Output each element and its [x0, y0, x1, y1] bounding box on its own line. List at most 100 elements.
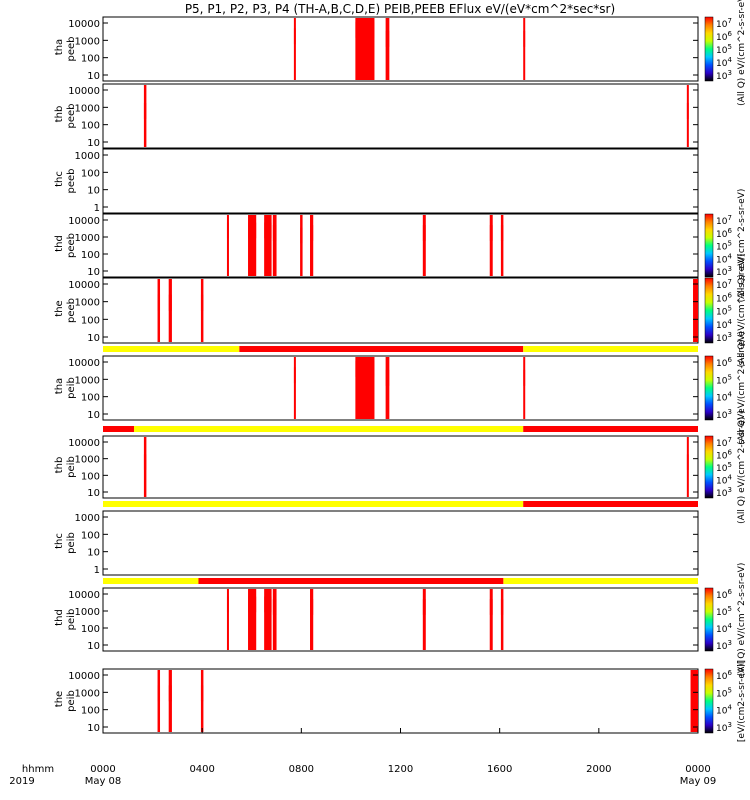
panel-product-label: peib: [66, 690, 77, 712]
spectrum-column: [293, 18, 296, 80]
colorbar-tick-label: 105: [716, 305, 732, 318]
colorbar-tick-label: 103: [716, 331, 732, 344]
quality-flag-segment: [523, 346, 698, 352]
colorbar-tick-label: 106: [716, 588, 732, 601]
quality-flag-segment: [103, 578, 199, 584]
x-tick-label: 0400: [189, 764, 214, 775]
panel-frame: [102, 277, 699, 344]
colorbar: [704, 16, 714, 82]
spectrum-column: [690, 670, 698, 732]
spectrum-hot-region: [690, 675, 698, 692]
colorbar-tick-label: 103: [716, 69, 732, 82]
y-tick-label: 10: [87, 723, 100, 734]
y-tick-label: 10000: [68, 358, 100, 369]
panel-frame: [102, 668, 699, 734]
spectrum-hot-region: [355, 21, 375, 38]
spectrum-column: [693, 279, 698, 342]
panel-thc-peeb: 1 10 100 1000 thc peeb: [54, 148, 699, 214]
colorbar-tick-label: 103: [716, 721, 732, 734]
colorbar-tick-label: 105: [716, 43, 732, 56]
panel-frame: [102, 16, 699, 82]
y-tick-label: 10000: [68, 590, 100, 601]
panel-probe-label: the: [54, 691, 65, 707]
spectrum-column: [310, 215, 314, 276]
spectrum-column: [226, 589, 229, 650]
quality-flag-segment: [239, 346, 524, 352]
panel-frame: [102, 213, 699, 278]
y-tick-label: 10: [87, 71, 100, 82]
quality-flag-segment: [198, 578, 504, 584]
y-tick-label: 10000: [68, 671, 100, 682]
x-tick-label: 0000: [90, 764, 115, 775]
spectrum-hot-region: [489, 599, 493, 615]
colorbar-tick-label: 106: [716, 669, 732, 682]
spectrum-column: [500, 589, 504, 650]
panel-frame: [102, 587, 699, 652]
colorbar-tick-label: 107: [716, 436, 732, 449]
x-tick-label: 1200: [388, 764, 413, 775]
spectrum-hot-region: [300, 227, 303, 244]
panel-probe-label: thb: [54, 106, 65, 123]
spectrum-column: [523, 357, 526, 419]
panel-probe-label: thd: [54, 609, 65, 626]
x-tick-label: 0800: [289, 764, 314, 775]
colorbar-label: (All Q) eV/(cm^2-s-sr-eV): [737, 254, 747, 368]
spectrum-column: [523, 18, 526, 80]
spectrum-column: [500, 215, 504, 276]
colorbar-tick-label: 103: [716, 486, 732, 499]
y-tick-label: 100: [81, 471, 100, 482]
colorbar-tick-label: 105: [716, 461, 732, 474]
spectrum-hot-region: [264, 596, 272, 613]
quality-flag-segment: [523, 501, 698, 507]
colorbar-tick-label: 106: [716, 227, 732, 240]
spectrum-column: [422, 589, 426, 650]
colorbar-tick-label: 104: [716, 56, 732, 69]
y-tick-label: 10000: [68, 438, 100, 449]
x-date-label: May 09: [680, 776, 717, 787]
y-tick-label: 10000: [68, 280, 100, 291]
y-tick-label: 1000: [75, 103, 100, 114]
y-tick-label: 100: [81, 706, 100, 717]
panel-frame: [102, 355, 699, 421]
colorbar-label: (All Q) eV/(cm^2-s-sr-eV): [737, 331, 747, 445]
colorbar-label: (All Q) eV/(cm^2-s-sr-eV): [737, 410, 747, 524]
spectrum-column: [248, 589, 257, 650]
panel-product-label: peeb: [66, 104, 77, 129]
colorbar-tick-label: 106: [716, 291, 732, 304]
spectrum-hot-region: [157, 294, 161, 311]
y-tick-label: 10: [87, 548, 100, 559]
spectrum-hot-region: [272, 599, 277, 615]
colorbar: [704, 668, 714, 734]
colorbar-label: (All Q) eV/(cm^2-s-sr-eV): [737, 563, 747, 677]
colorbar-tick-label: 103: [716, 265, 732, 278]
colorbar-tick-label: 104: [716, 622, 732, 635]
y-tick-label: 1000: [75, 455, 100, 466]
spectrum-column: [385, 357, 390, 419]
spectrum-column: [293, 357, 296, 419]
panel-product-label: peib: [66, 532, 77, 554]
colorbar-tick-label: 104: [716, 318, 732, 331]
spectrum-column: [422, 215, 426, 276]
spectrum-hot-region: [489, 225, 493, 241]
y-tick-label: 10: [87, 410, 100, 421]
colorbar-tick-label: 103: [716, 408, 732, 421]
spectrum-hot-region: [686, 102, 689, 119]
spectrum-hot-region: [500, 599, 504, 615]
spectrum-hot-region: [226, 222, 229, 239]
spectrum-hot-region: [293, 367, 296, 384]
y-tick-label: 10: [87, 641, 100, 652]
spectrum-hot-region: [293, 28, 296, 45]
colorbar: [704, 213, 714, 278]
colorbar-tick-label: 104: [716, 704, 732, 717]
y-tick-label: 10: [87, 186, 100, 197]
panel-product-label: peib: [66, 609, 77, 631]
y-tick-label: 100: [81, 530, 100, 541]
quality-flag-segment: [523, 426, 698, 432]
spectrum-hot-region: [168, 685, 172, 702]
spectrum-hot-region: [422, 599, 426, 615]
y-tick-label: 1000: [75, 688, 100, 699]
spectrum-hot-region: [422, 225, 426, 241]
panel-product-label: peib: [66, 456, 77, 478]
x-year-label: 2019: [9, 776, 34, 787]
